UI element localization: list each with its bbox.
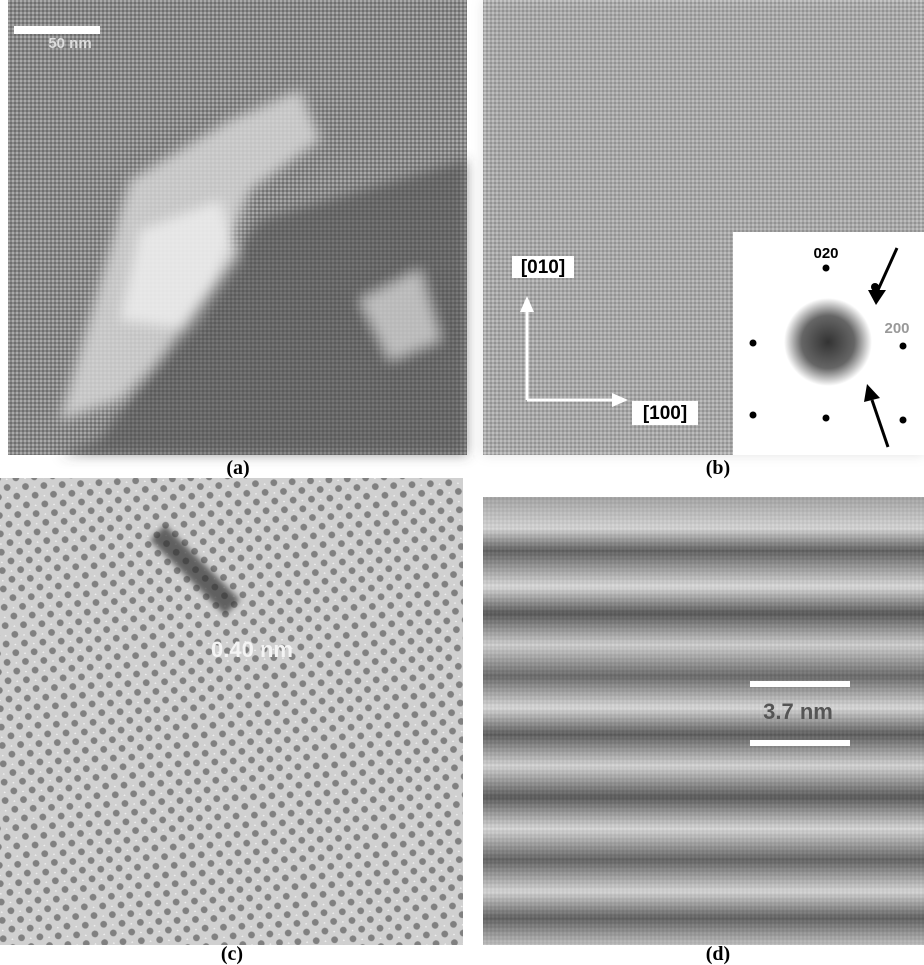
panel-a: 50 nm (a) [8,0,467,479]
diffraction-label: 200 [884,320,909,337]
panel-b: [010] [100] 020 200 (b) [483,0,924,479]
scale-bar [14,26,100,34]
scale-label: 50 nm [48,35,91,52]
page: 50 nm (a) [010] [100] 020 [0,0,924,965]
spacing-label: 3.7 nm [763,699,833,724]
spot [750,412,757,419]
spot [900,343,907,350]
marker-line [750,681,850,687]
diffraction-inset: 020 200 [733,232,924,455]
direction-label: [100] [643,403,687,424]
spot [823,415,830,422]
marker-line [750,740,850,746]
panel-label: (a) [226,457,249,479]
panel-d: 3.7 nm (d) [483,497,924,965]
figure: 50 nm (a) [010] [100] 020 [0,0,924,965]
panel-label: (b) [706,457,730,479]
shading [0,478,463,945]
spot [900,417,907,424]
spacing-label: 0.40 nm [211,637,293,662]
spot [823,265,830,272]
panel-label: (c) [221,943,243,965]
diffraction-label: 020 [813,245,838,262]
panel-label: (d) [706,943,730,965]
texture [483,497,924,945]
direction-label: [010] [521,257,565,278]
panel-c: 0.40 nm (c) [0,478,463,965]
spot [750,340,757,347]
central-spot [784,298,872,386]
